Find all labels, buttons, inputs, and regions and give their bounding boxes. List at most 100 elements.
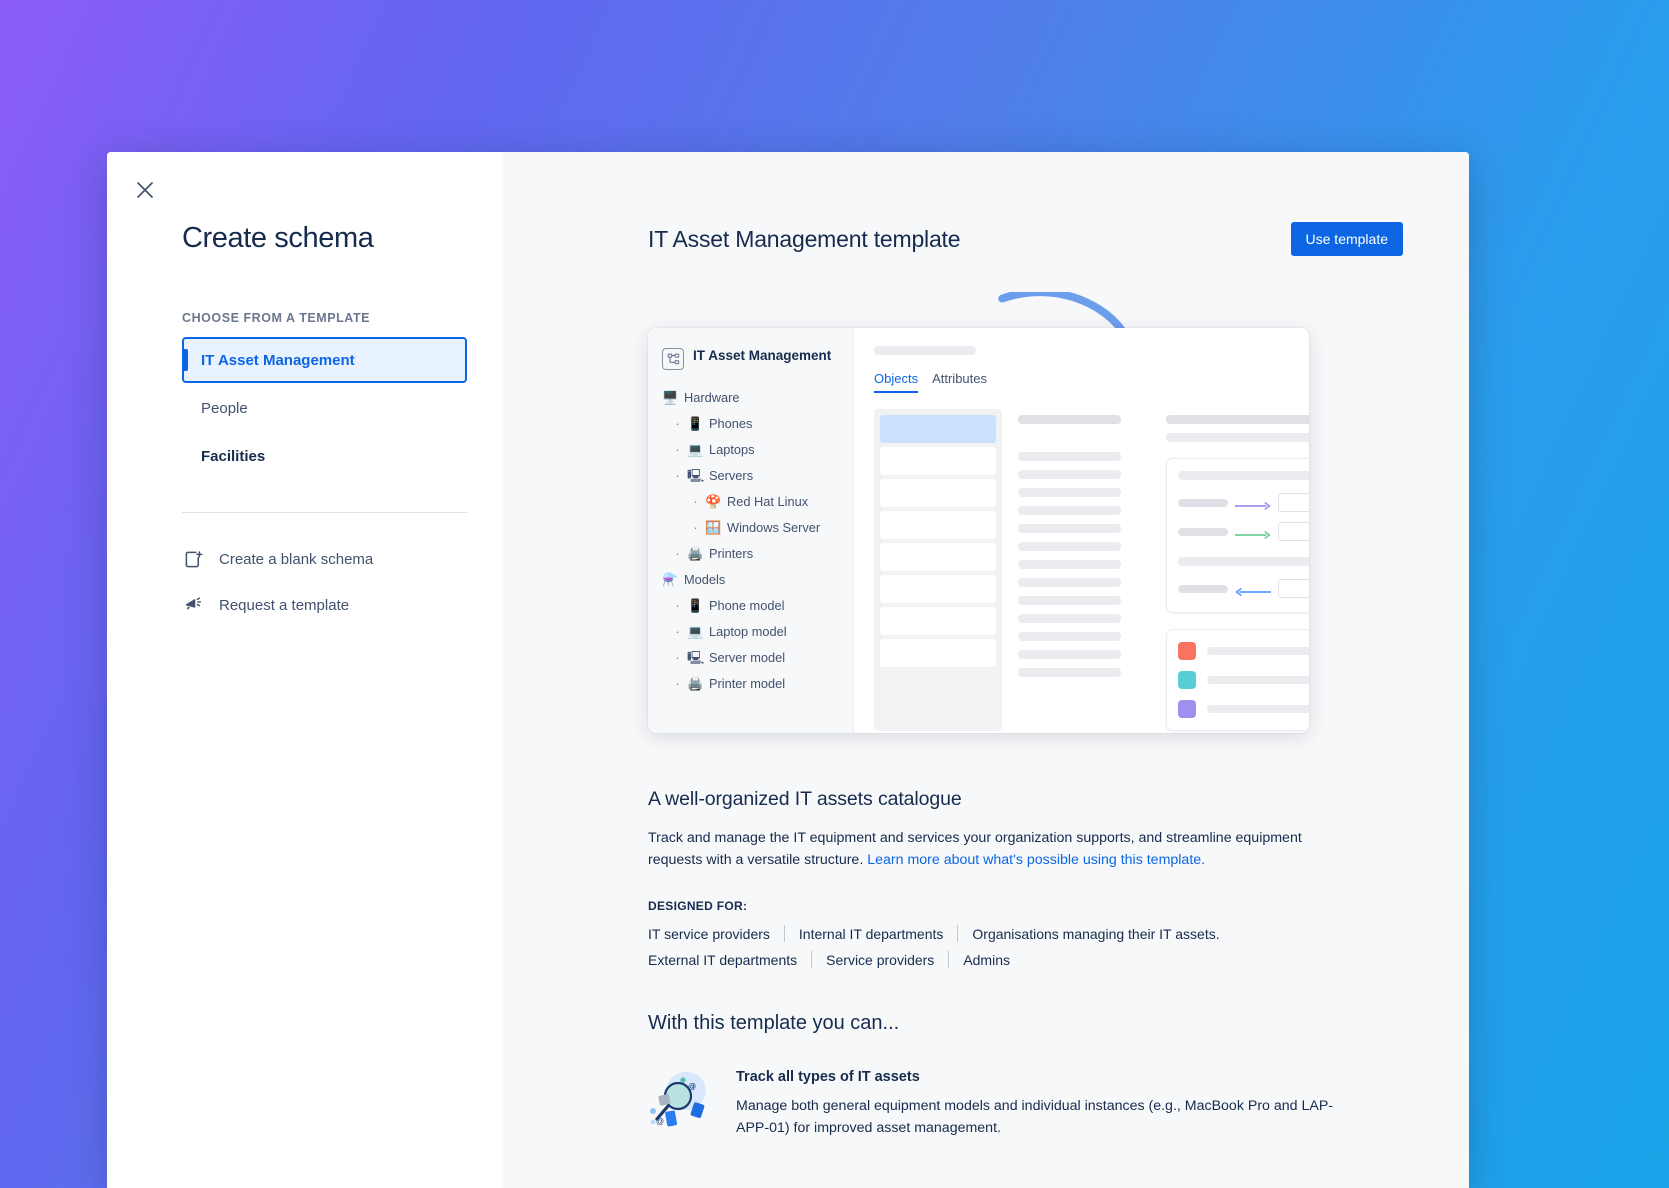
audience-tag: Admins <box>963 951 1010 968</box>
action-label: Create a blank schema <box>219 550 374 568</box>
template-description: A well-organized IT assets catalogue Tra… <box>503 788 1469 1139</box>
audience-tag: Organisations managing their IT assets. <box>972 925 1220 942</box>
skeleton-detail-lines <box>1018 409 1150 731</box>
create-blank-schema-button[interactable]: Create a blank schema <box>182 539 467 579</box>
megaphone-icon <box>182 594 204 616</box>
tree-item-windows-server[interactable]: · 🪟 Windows Server <box>662 514 841 540</box>
designed-for-row: External IT departments Service provider… <box>648 951 1403 968</box>
skeleton-line <box>1018 470 1121 479</box>
tree-item-hardware[interactable]: 🖥️ Hardware <box>662 384 841 410</box>
feature-body: Manage both general equipment models and… <box>736 1098 1334 1136</box>
new-document-icon <box>182 548 204 570</box>
tree-item-label: Servers <box>709 467 754 483</box>
skeleton-line <box>1018 415 1121 424</box>
skeleton-line <box>1178 471 1309 480</box>
skeleton-line <box>1018 452 1121 461</box>
sidebar: Create schema CHOOSE FROM A TEMPLATE IT … <box>107 152 503 1188</box>
skeleton-row <box>880 479 996 507</box>
feature-text: Track all types of IT assets Manage both… <box>736 1069 1356 1139</box>
legend-color-swatch <box>1178 642 1196 660</box>
bullet-dot-icon: · <box>675 649 680 665</box>
main-scroll-area[interactable]: IT Asset Management template Use templat… <box>503 152 1469 1188</box>
skeleton-row <box>880 543 996 571</box>
relationship-row <box>1178 493 1309 512</box>
legend-label-placeholder <box>1207 676 1309 684</box>
sidebar-item-facilities[interactable]: Facilities <box>182 433 467 479</box>
audience-tag: IT service providers <box>648 925 770 942</box>
sidebar-divider <box>182 512 467 513</box>
preview-tabs: Objects Attributes <box>874 371 1309 393</box>
page-title: Create schema <box>182 222 374 254</box>
skeleton-line <box>1018 614 1121 623</box>
models-icon: ⚗️ <box>662 571 679 587</box>
description-heading: A well-organized IT assets catalogue <box>648 788 962 810</box>
tree-item-printer-model[interactable]: · 🖨️ Printer model <box>662 670 841 696</box>
preview-schema-header: IT Asset Management <box>662 348 841 370</box>
template-label: People <box>201 399 248 417</box>
action-label: Request a template <box>219 596 350 614</box>
tree-item-models[interactable]: ⚗️ Models <box>662 566 841 592</box>
relationship-box <box>1278 493 1309 512</box>
preview-columns <box>874 409 1309 731</box>
laptop-icon: 💻 <box>687 441 704 457</box>
tab-attributes[interactable]: Attributes <box>932 371 987 386</box>
skeleton-breadcrumb <box>874 346 976 355</box>
tree-item-printers[interactable]: · 🖨️ Printers <box>662 540 841 566</box>
tree-item-label: Laptop model <box>709 623 787 639</box>
skeleton-object-list <box>874 409 1002 731</box>
sidebar-item-people[interactable]: People <box>182 385 467 431</box>
preview-content-panel: Objects Attributes <box>854 328 1309 733</box>
skeleton-line <box>1018 488 1121 497</box>
skeleton-row <box>880 607 996 635</box>
create-schema-modal: Create schema CHOOSE FROM A TEMPLATE IT … <box>107 152 1469 1188</box>
bullet-dot-icon: · <box>675 415 680 431</box>
bullet-dot-icon: · <box>693 493 698 509</box>
bullet-dot-icon: · <box>675 597 680 613</box>
tree-item-server-model[interactable]: · 🖳️ Server model <box>662 644 841 670</box>
tree-item-phones[interactable]: · 📱 Phones <box>662 410 841 436</box>
printer-icon: 🖨️ <box>687 545 704 561</box>
sidebar-item-it-asset-management[interactable]: IT Asset Management <box>182 337 467 383</box>
close-icon[interactable] <box>129 174 161 206</box>
tree-item-label: Server model <box>709 649 786 665</box>
audience-tag: External IT departments <box>648 951 798 968</box>
designed-for-row: IT service providers Internal IT departm… <box>648 925 1403 942</box>
tree-item-phone-model[interactable]: · 📱 Phone model <box>662 592 841 618</box>
tree-item-servers[interactable]: · 🖳️ Servers <box>662 462 841 488</box>
skeleton-line <box>1018 560 1121 569</box>
laptop-icon: 💻 <box>687 623 704 639</box>
skeleton-right-panels <box>1166 409 1309 731</box>
request-template-button[interactable]: Request a template <box>182 585 467 625</box>
server-icon: 🖳️ <box>687 467 705 483</box>
relationship-row <box>1178 579 1309 598</box>
tree-item-red-hat-linux[interactable]: · 🍄 Red Hat Linux <box>662 488 841 514</box>
tree-item-label: Windows Server <box>727 519 821 535</box>
skeleton-line <box>1018 578 1121 587</box>
use-template-button[interactable]: Use template <box>1290 222 1403 256</box>
template-preview: IT Asset Management 🖥️ Hardware · 📱 Phon… <box>648 292 1403 744</box>
legend-row <box>1178 700 1309 718</box>
phone-icon: 📱 <box>687 415 704 431</box>
description-paragraph: Track and manage the IT equipment and se… <box>648 827 1308 871</box>
legend-label-placeholder <box>1207 647 1309 655</box>
tree-item-laptops[interactable]: · 💻 Laptops <box>662 436 841 462</box>
main-panel: IT Asset Management template Use templat… <box>503 152 1469 1188</box>
legend-panel <box>1166 629 1309 731</box>
legend-label-placeholder <box>1207 705 1309 713</box>
svg-text:@: @ <box>688 1082 696 1091</box>
tab-objects[interactable]: Objects <box>874 371 919 393</box>
skeleton-line <box>1166 415 1309 424</box>
with-template-heading: With this template you can... <box>648 1012 900 1034</box>
bullet-dot-icon: · <box>693 519 698 535</box>
learn-more-link[interactable]: Learn more about what's possible using t… <box>867 852 1206 868</box>
tree-item-label: Laptops <box>709 441 755 457</box>
skeleton-line <box>1018 632 1121 641</box>
server-icon: 🖳️ <box>687 649 705 665</box>
relationship-panel <box>1166 458 1309 613</box>
bullet-dot-icon: · <box>675 623 680 639</box>
legend-row <box>1178 671 1309 689</box>
bullet-dot-icon: · <box>675 467 680 483</box>
svg-text:@: @ <box>656 1117 664 1126</box>
arrow-left-icon <box>1235 584 1271 596</box>
tree-item-laptop-model[interactable]: · 💻 Laptop model <box>662 618 841 644</box>
